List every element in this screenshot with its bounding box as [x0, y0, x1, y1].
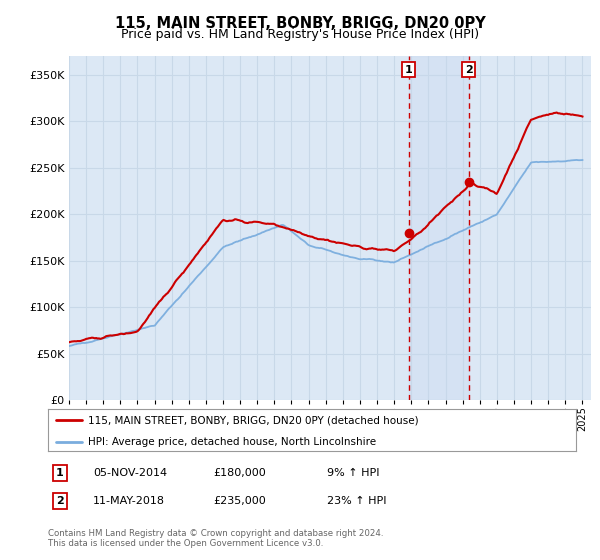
Bar	[409, 56, 469, 400]
Text: 11-MAY-2018: 11-MAY-2018	[93, 496, 165, 506]
Text: 05-NOV-2014: 05-NOV-2014	[93, 468, 167, 478]
Text: 115, MAIN STREET, BONBY, BRIGG, DN20 0PY: 115, MAIN STREET, BONBY, BRIGG, DN20 0PY	[115, 16, 485, 31]
Text: 115, MAIN STREET, BONBY, BRIGG, DN20 0PY (detached house): 115, MAIN STREET, BONBY, BRIGG, DN20 0PY…	[88, 415, 418, 425]
Text: 9% ↑ HPI: 9% ↑ HPI	[327, 468, 380, 478]
Text: 23% ↑ HPI: 23% ↑ HPI	[327, 496, 386, 506]
Text: HPI: Average price, detached house, North Lincolnshire: HPI: Average price, detached house, Nort…	[88, 437, 376, 446]
Text: Price paid vs. HM Land Registry's House Price Index (HPI): Price paid vs. HM Land Registry's House …	[121, 28, 479, 41]
Text: £235,000: £235,000	[213, 496, 266, 506]
Text: Contains HM Land Registry data © Crown copyright and database right 2024.: Contains HM Land Registry data © Crown c…	[48, 529, 383, 538]
Text: 1: 1	[404, 64, 412, 74]
Text: 2: 2	[56, 496, 64, 506]
Text: £180,000: £180,000	[213, 468, 266, 478]
Text: This data is licensed under the Open Government Licence v3.0.: This data is licensed under the Open Gov…	[48, 539, 323, 548]
Text: 2: 2	[465, 64, 473, 74]
Text: 1: 1	[56, 468, 64, 478]
